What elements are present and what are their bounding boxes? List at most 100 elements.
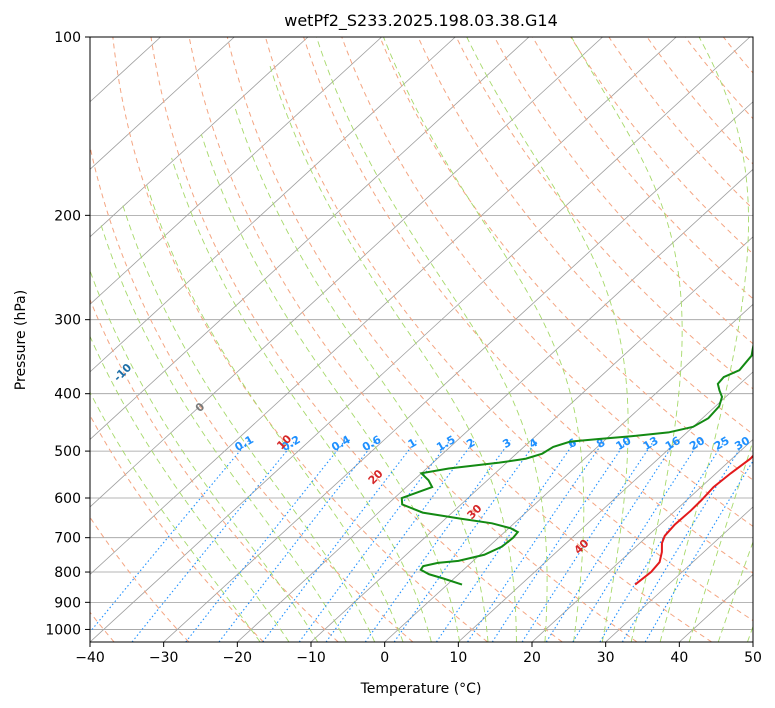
isotherm-line (531, 438, 753, 642)
dewpoint-trace (400, 341, 753, 586)
moist-adiabat (171, 157, 432, 642)
y-axis-label: Pressure (hPa) (13, 290, 29, 390)
x-tick-label: 50 (744, 650, 762, 666)
dry-adiabat (150, 37, 563, 642)
dry-adiabat (722, 37, 753, 74)
isotherm-line (605, 506, 753, 642)
dry-adiabat (303, 37, 753, 574)
moist-adiabat (571, 37, 683, 642)
dry-adiabat-label: 20 (366, 467, 386, 487)
dry-adiabat-label: 0 (193, 400, 208, 415)
dry-adiabat (761, 37, 775, 642)
y-tick-label: 200 (54, 208, 81, 224)
isotherm-line (90, 37, 382, 305)
dry-adiabat (570, 37, 753, 255)
isotherm-line (384, 303, 753, 642)
chart-title: wetPf2_S233.2025.198.03.38.G14 (284, 11, 558, 31)
dry-adiabat (90, 298, 339, 642)
mixing-ratio-line (435, 440, 577, 642)
x-tick-label: 10 (449, 650, 467, 666)
mixing-ratio-line (185, 440, 346, 642)
isotherm-line (0, 37, 13, 642)
isotherm-line (679, 573, 753, 642)
mixing-ratio-line (131, 440, 296, 642)
y-tick-label: 700 (54, 531, 81, 547)
mixing-ratio-line (599, 440, 726, 642)
dry-adiabat (417, 37, 753, 435)
moist-adiabat (466, 37, 629, 642)
moist-adiabat (90, 269, 319, 642)
moist-adiabat (269, 66, 517, 642)
x-tick-label: 0 (380, 650, 389, 666)
mixing-ratio-line (90, 440, 249, 633)
isotherm-line (237, 168, 753, 642)
mixing-ratio-line (218, 440, 377, 642)
mixing-ratio-label: 3 (500, 436, 513, 451)
x-axis-label: Temperature (°C) (360, 681, 482, 697)
isotherm-line (90, 37, 309, 238)
isotherm-line (90, 37, 603, 508)
moist-adiabat (316, 37, 548, 642)
moist-adiabat (659, 37, 749, 642)
y-tick-label: 900 (54, 595, 81, 611)
mixing-ratio-label: 1 (406, 436, 419, 451)
plot-frame (89, 36, 754, 643)
dry-adiabat-label: -20 (40, 326, 63, 349)
moist-adiabat (717, 540, 753, 642)
y-tick-label: 100 (54, 30, 81, 46)
moist-adiabat (122, 204, 376, 642)
dry-adiabat (90, 516, 190, 642)
dry-adiabat (188, 37, 638, 642)
x-tick-label: 20 (523, 650, 541, 666)
y-tick-label: 400 (54, 387, 81, 403)
dry-adiabat (532, 37, 753, 300)
isotherm-line (90, 37, 456, 373)
x-tick-label: −40 (75, 650, 105, 666)
isotherm-line (163, 101, 753, 642)
mixing-ratio-line (621, 440, 746, 642)
mixing-ratio-label: 36 (753, 434, 773, 453)
moist-adiabat (747, 625, 753, 642)
mixing-ratio-label: 30 (732, 434, 752, 453)
y-tick-label: 1000 (45, 622, 81, 638)
dry-adiabat (264, 37, 753, 622)
mixing-ratio-line (298, 440, 451, 642)
moist-adiabat (145, 182, 404, 642)
dry-adiabat (455, 37, 753, 390)
x-tick-label: −20 (223, 650, 253, 666)
mixing-ratio-line (545, 440, 677, 642)
dry-adiabat (90, 144, 414, 642)
moist-adiabat (100, 225, 347, 642)
moist-adiabat (383, 37, 585, 642)
x-tick-label: −30 (149, 650, 179, 666)
y-tick-label: 500 (54, 444, 81, 460)
isotherm-line (90, 37, 677, 576)
isotherm-line (458, 371, 753, 642)
dry-adiabat (112, 37, 488, 642)
mixing-ratio-line (572, 440, 701, 642)
dry-adiabat (226, 37, 712, 642)
moist-adiabat (90, 391, 261, 642)
mixing-ratio-label: 20 (687, 434, 707, 453)
mixing-ratio-label: 13 (641, 434, 661, 453)
moist-adiabat (233, 104, 489, 642)
isotherm-line (90, 37, 751, 642)
isotherm-line (90, 37, 530, 440)
mixing-ratio-line (325, 440, 475, 642)
mixing-ratio-line (491, 440, 628, 642)
mixing-ratio-label: 16 (663, 434, 683, 453)
moist-adiabat (688, 439, 753, 642)
y-tick-label: 600 (54, 491, 81, 507)
dry-adiabat (608, 37, 753, 210)
isotherm-line (310, 236, 753, 642)
x-tick-label: 30 (597, 650, 615, 666)
sounding-traces (400, 341, 753, 586)
dry-adiabat (493, 37, 753, 345)
y-tick-label: 800 (54, 565, 81, 581)
x-tick-label: −10 (296, 650, 326, 666)
x-tick-label: 40 (670, 650, 688, 666)
dry-adiabat (90, 414, 264, 642)
mixing-ratio-line (521, 440, 655, 642)
y-tick-label: 300 (54, 313, 81, 329)
